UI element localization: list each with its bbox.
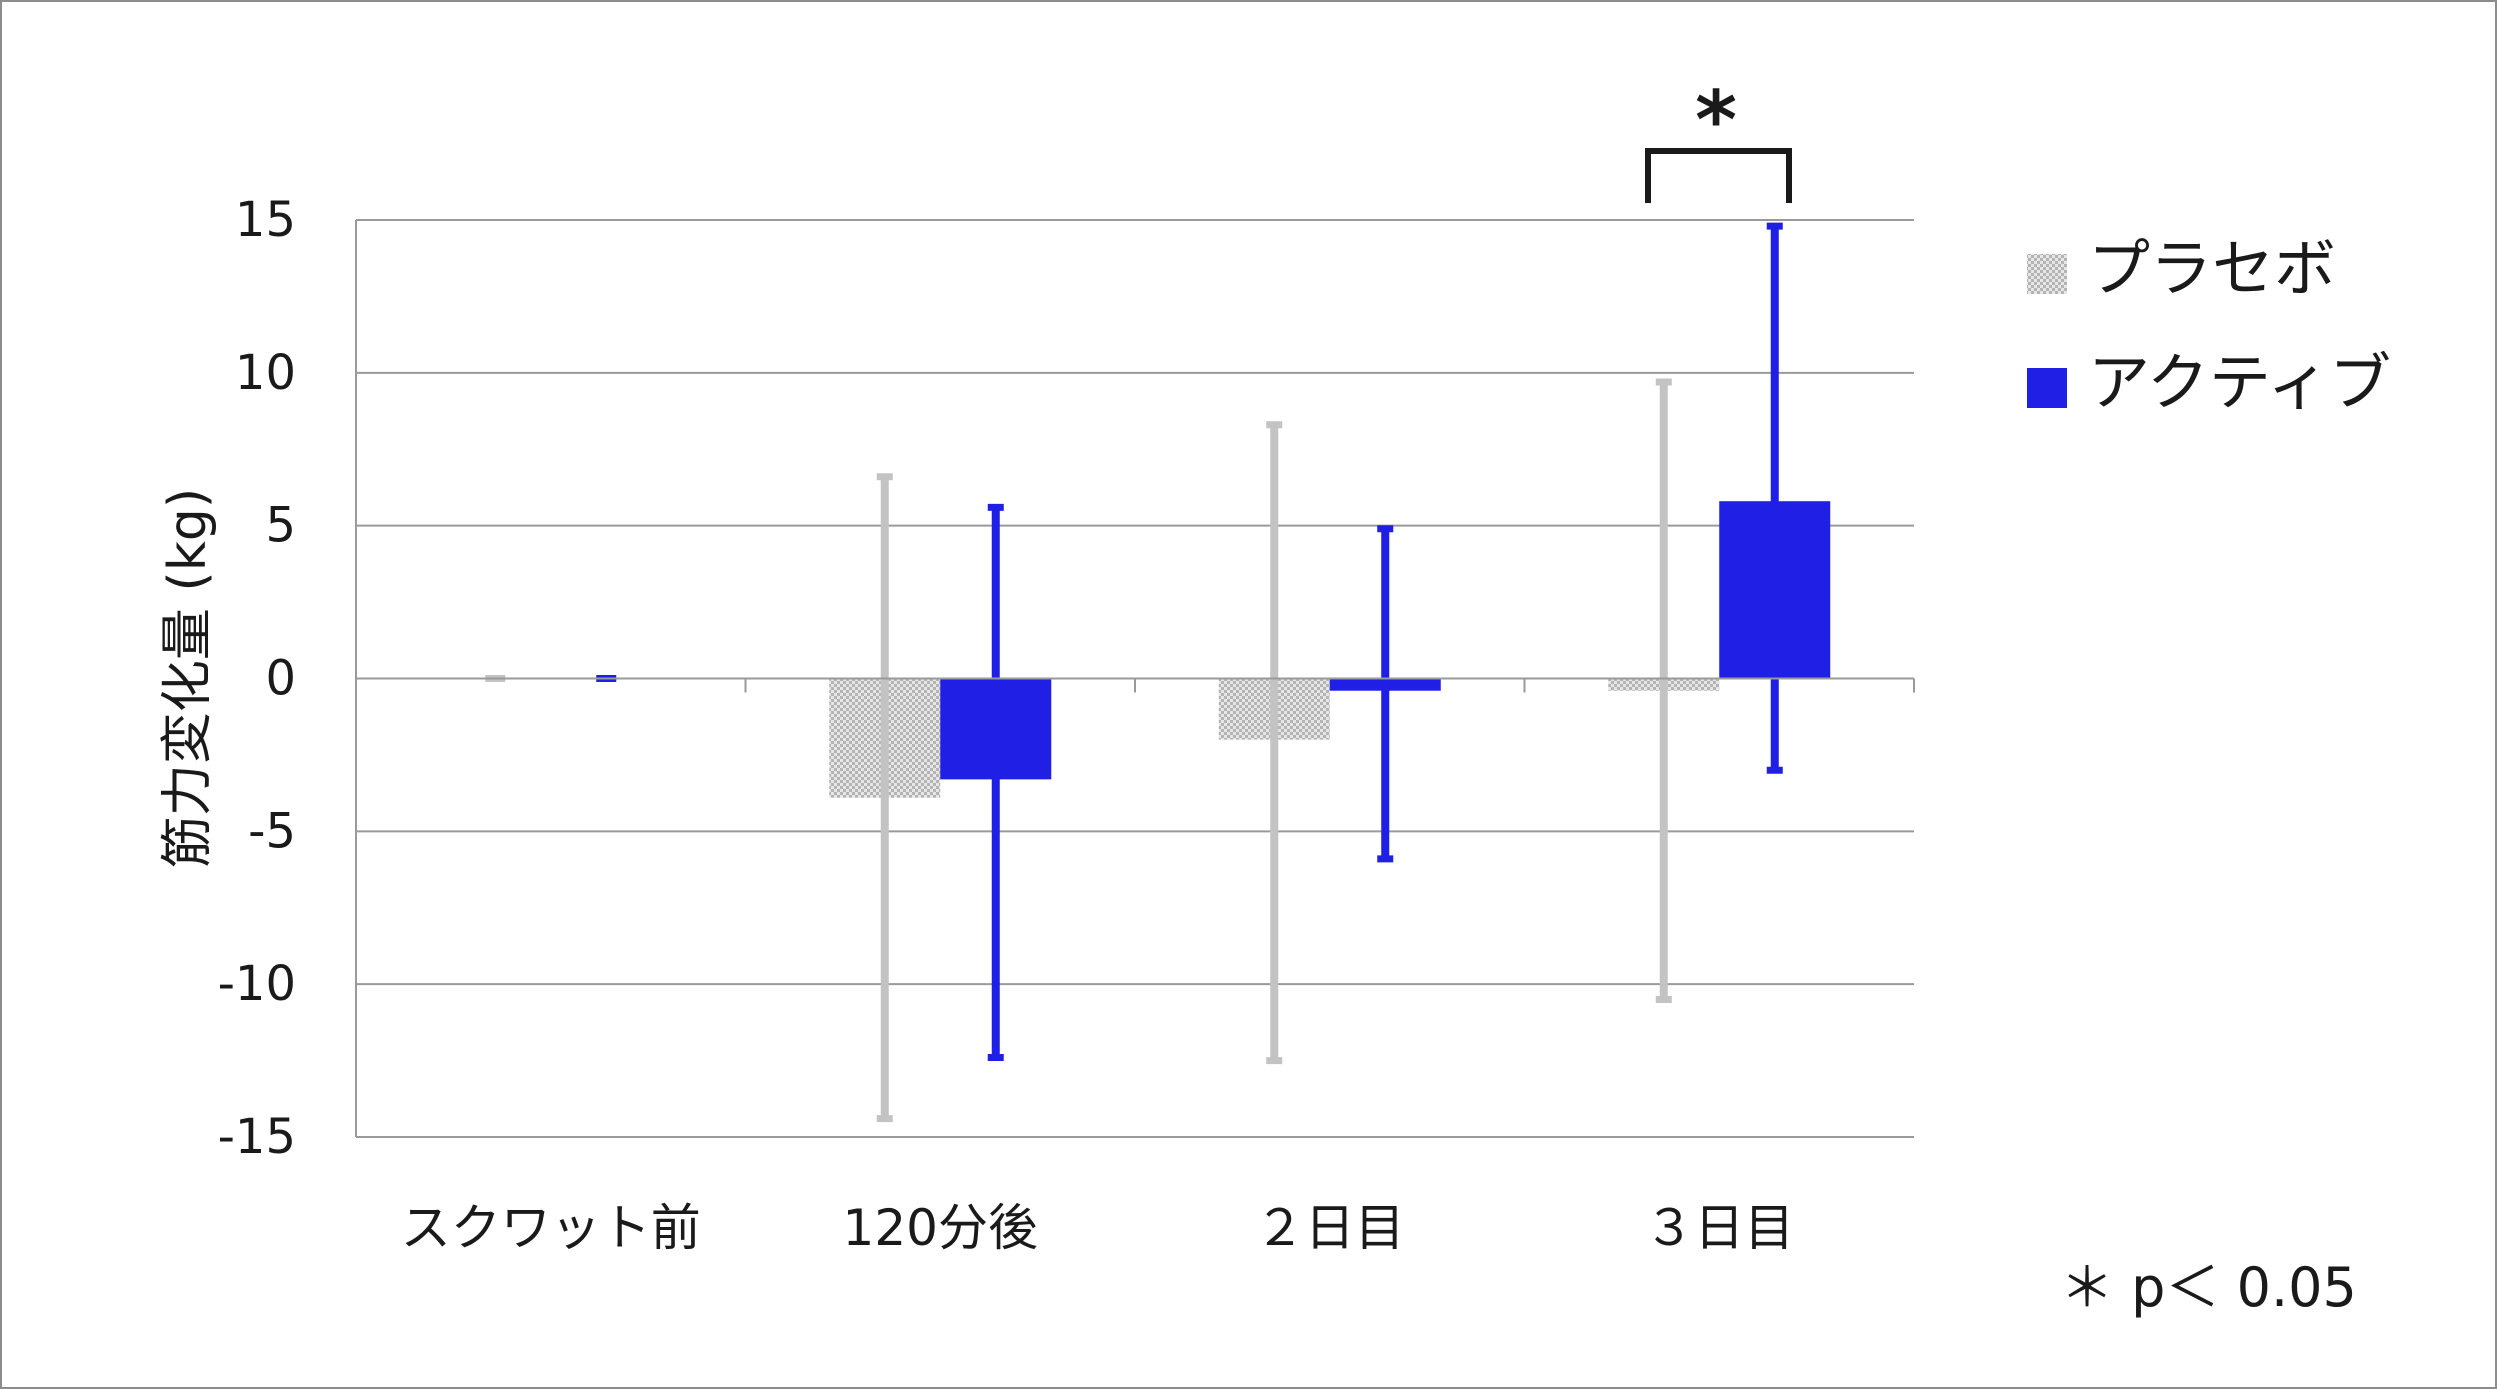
legend: プラセボ アクティブ [2027, 232, 2391, 419]
y-tick-label: 15 [235, 192, 296, 248]
legend-label-placebo: プラセボ [2088, 232, 2336, 305]
legend-swatch-active [2027, 368, 2067, 408]
legend-label-active: アクティブ [2088, 346, 2391, 419]
error-bars [485, 222, 1783, 1123]
y-tick-label: -15 [218, 1109, 296, 1165]
x-category-label: ２日目 [1255, 1199, 1405, 1257]
y-axis-label: 筋力変化量 (kg) [158, 488, 218, 868]
tick-labels: 15 10 5 0 -5 -10 -15 スクワット前 120分後 ２日目 ３日目 [218, 192, 1795, 1257]
bars [829, 501, 1831, 798]
x-category-label: スクワット前 [401, 1199, 701, 1257]
y-tick-label: 0 [265, 651, 296, 707]
significance-mark: * [1695, 74, 1737, 167]
bracket-line [1645, 148, 1792, 203]
axes [355, 220, 1915, 1138]
legend-swatch-placebo [2027, 254, 2067, 294]
x-category-label: 120分後 [843, 1199, 1038, 1257]
y-tick-label: 10 [235, 345, 296, 401]
x-category-label: ３日目 [1644, 1199, 1794, 1257]
y-tick-label: 5 [265, 498, 296, 554]
significance-note: ＊ p＜ 0.05 [2060, 1256, 2357, 1319]
y-tick-label: -10 [218, 956, 296, 1012]
significance-bracket: * [1645, 74, 1792, 203]
y-tick-label: -5 [248, 803, 296, 859]
